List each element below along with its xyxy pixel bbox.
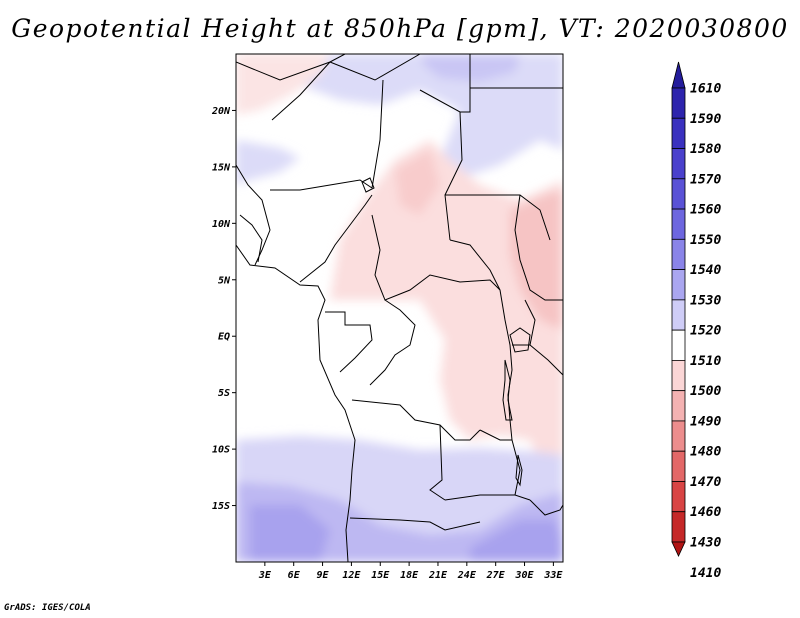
lake-chad [361, 177, 375, 193]
lat-label: EQ [218, 332, 230, 343]
colorbar-label: 1470 [690, 475, 721, 490]
lon-label: 21E [428, 570, 448, 581]
lake-tanganyika [502, 359, 513, 421]
border-west-africa [236, 164, 271, 266]
colorbar-segment [671, 208, 686, 240]
lat-label: 5N [218, 275, 231, 286]
colorbar-segment [671, 390, 686, 422]
lat-label: 20N [211, 106, 231, 117]
border-algeria-mali [236, 54, 346, 81]
border-chad-sudan [444, 111, 463, 241]
axis-ticks [232, 109, 554, 566]
lon-label: 6E [288, 570, 301, 581]
lon-label: 18E [400, 570, 419, 581]
colorbar-label: 1520 [690, 324, 721, 339]
colorbar-segment [671, 148, 686, 180]
colorbar-top-arrow [671, 61, 686, 89]
field-1540-south [250, 505, 330, 562]
field-1500-central [330, 140, 563, 520]
border-zambia-tanzania [479, 429, 521, 496]
lat-label: 10S [212, 445, 230, 456]
country-borders [236, 54, 563, 562]
lat-label: 15S [212, 501, 230, 512]
field-1490-sahel [395, 150, 440, 215]
border-uganda [512, 299, 536, 346]
border-gabon-congo [325, 311, 373, 373]
border-ethiopia-south-sudan [514, 194, 563, 301]
border-congo-drc [369, 299, 416, 386]
field-1490-east [510, 190, 563, 330]
field-1500-nw [236, 54, 330, 115]
colorbar-label: 1460 [690, 505, 721, 520]
lon-label: 33E [543, 570, 563, 581]
latitude-labels: 20N 15N 10N 5N EQ 5S 10S 15S [211, 106, 231, 512]
lon-label: 9E [317, 570, 330, 581]
colorbar-segment [671, 299, 686, 331]
colorbar-label: 1560 [690, 203, 721, 218]
colorbar-label: 1540 [690, 263, 721, 278]
lon-label: 15E [371, 570, 390, 581]
lon-label: 27E [486, 570, 506, 581]
lake-malawi [515, 454, 523, 487]
colorbar-segment [671, 87, 686, 119]
colorbar-label: 1610 [690, 82, 721, 97]
lat-label: 10N [212, 219, 231, 230]
colorbar-label: 1430 [690, 536, 721, 551]
lon-label: 30E [514, 570, 534, 581]
map-frame [235, 53, 564, 563]
colorbar-segment [671, 329, 686, 361]
colorbar-label: 1480 [690, 445, 721, 460]
border-nigeria-north [270, 179, 373, 191]
border-mozambique [529, 499, 563, 516]
colorbar-label: 1550 [690, 233, 721, 248]
lat-label: 5S [218, 388, 230, 399]
colorbar-segment [671, 511, 686, 543]
colorbar-segment [671, 359, 686, 392]
coastline [236, 244, 356, 562]
colorbar-segment [671, 420, 686, 452]
border-guinea-coast [239, 214, 263, 263]
colorbar-segment [671, 178, 686, 210]
colorbar: 1610 1590 1580 1570 1560 1550 1540 1530 1520 1510… [671, 61, 721, 581]
field-1540-southeast [470, 520, 563, 562]
field-1520-west [236, 140, 300, 185]
border-nigeria-cameroon [299, 194, 373, 283]
border-libya-sudan [419, 54, 471, 113]
colorbar-bottom-arrow [671, 541, 686, 557]
colorbar-label: 1570 [690, 172, 721, 187]
border-angola-zambia [429, 424, 446, 501]
colorbar-label: 1580 [690, 142, 721, 157]
lon-label: 24E [457, 570, 477, 581]
colorbar-segment [671, 481, 686, 513]
border-zambia-zimbabwe [444, 494, 531, 501]
colorbar-label: 1530 [690, 293, 721, 308]
colorbar-segment [671, 117, 686, 149]
border-mali-niger [271, 61, 331, 121]
lat-label: 15N [212, 162, 231, 173]
lake-victoria [509, 327, 531, 353]
chart-title: Geopotential Height at 850hPa [gpm], VT:… [11, 14, 789, 43]
border-cameroon-car [371, 214, 501, 301]
longitude-labels: 3E 6E 9E 12E 15E 18E 21E 24E 27E 30E 33E [258, 570, 564, 581]
colorbar-segment [671, 269, 686, 301]
colorbar-label: 1590 [690, 112, 721, 127]
colorbar-label: 1500 [690, 384, 721, 399]
colorbar-segment [671, 450, 686, 482]
height-field [236, 54, 563, 562]
colorbar-label: 1410 [690, 566, 721, 581]
field-1520-north [236, 54, 563, 175]
colorbar-segment [671, 238, 686, 270]
border-kenya-tanzania [529, 344, 563, 376]
border-car-south-sudan [449, 239, 501, 291]
lon-label: 3E [258, 570, 272, 581]
border-niger-chad [371, 79, 384, 189]
border-niger-libya [329, 54, 421, 81]
colorbar-label: 1490 [690, 414, 721, 429]
border-angola-namibia [349, 517, 481, 531]
lon-label: 12E [342, 570, 361, 581]
colorbar-label: 1510 [690, 354, 721, 369]
credit-text: GrADS: IGES/COLA [4, 603, 91, 613]
